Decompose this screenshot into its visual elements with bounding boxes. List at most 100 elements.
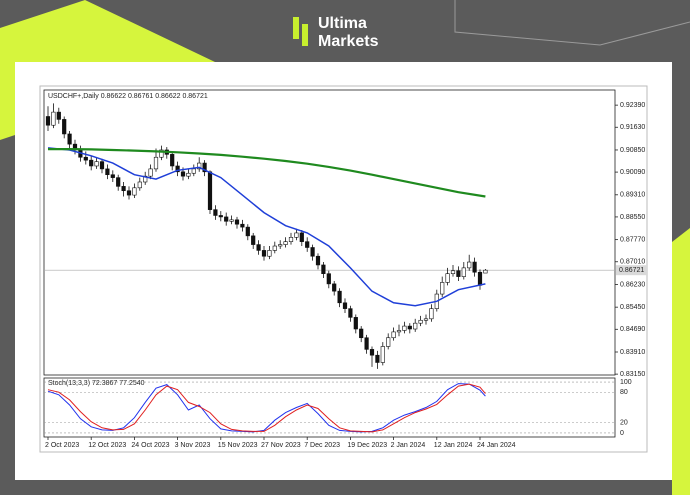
candle-body (229, 219, 234, 222)
candle-body (251, 235, 256, 245)
candle-body (202, 162, 207, 173)
candle-body (99, 161, 105, 170)
candle-body (213, 209, 218, 216)
x-tick-label: 12 Jan 2024 (434, 442, 473, 449)
candle-body (126, 190, 132, 196)
candle-body (364, 337, 369, 350)
candle-body (45, 116, 51, 126)
candle-body (110, 174, 115, 178)
candle-body (359, 328, 364, 339)
candle-body (342, 302, 348, 309)
candle-body (375, 354, 380, 363)
candle-body (175, 165, 180, 173)
price-plot (43, 89, 616, 376)
y-tick-label: 0.85450 (620, 304, 645, 311)
candle-body (402, 325, 407, 331)
candle-body (267, 250, 272, 257)
accent-shape (672, 228, 690, 495)
candle-body (380, 346, 385, 363)
y-tick-label: 0.83910 (620, 349, 645, 356)
candle-body (348, 308, 353, 318)
candle-body (440, 282, 445, 295)
candle-body (197, 162, 202, 170)
candle-body (148, 168, 153, 177)
candle-body (353, 317, 358, 330)
candle-body (423, 318, 429, 321)
y-tick-label: 0.83150 (620, 371, 645, 378)
candle-body (407, 325, 412, 330)
candle-body (299, 232, 304, 242)
candle-body (326, 273, 331, 285)
x-tick-label: 24 Jan 2024 (477, 442, 516, 449)
x-tick-label: 3 Nov 2023 (175, 442, 211, 449)
candle-body (321, 264, 326, 274)
y-tick-label: 0.88550 (620, 214, 645, 221)
x-tick-label: 2 Oct 2023 (45, 442, 79, 449)
y-tick-label: 0.87010 (620, 259, 645, 266)
candle-body (224, 216, 229, 222)
y-tick-label: 0 (620, 430, 624, 437)
stochastic-line (47, 383, 486, 433)
candle-body (305, 241, 310, 248)
candle-body (191, 168, 196, 174)
candle-body (62, 119, 67, 135)
y-tick-label: 0.92390 (620, 102, 645, 109)
last-price-box (616, 265, 647, 276)
y-tick-label: 100 (620, 379, 632, 386)
last-price-label: 0.86721 (619, 267, 644, 274)
indicator-header: Stoch(13,3,3) 72.3867 77.2540 (48, 380, 145, 387)
moving-average (48, 148, 486, 198)
candle-body (261, 250, 267, 257)
candle-body (116, 177, 121, 187)
candle-body (159, 149, 164, 158)
candle-body (391, 331, 396, 339)
candle-body (132, 187, 137, 196)
marks: 0.92390 0.91630 0.90850 0.90090 0.89310 0.885… (44, 102, 647, 449)
candle-body (294, 232, 299, 238)
logo-mark (302, 24, 308, 46)
candle-body (186, 172, 191, 177)
candle-body (310, 247, 315, 257)
y-tick-label: 0.84690 (620, 326, 645, 333)
candle-body (207, 171, 213, 210)
candle-body (94, 161, 99, 167)
candle-body (429, 308, 434, 320)
candle-body (315, 255, 321, 266)
candle-body (450, 270, 456, 274)
candle-body (83, 156, 88, 161)
candle-body (218, 215, 223, 218)
candle-body (461, 267, 466, 277)
candle-body (445, 273, 450, 283)
logo: Ultima Markets (293, 15, 379, 50)
candle-body (240, 223, 245, 228)
candle-body (483, 269, 488, 274)
moving-average (47, 147, 486, 307)
candle-body (89, 159, 94, 167)
candle-body (278, 244, 283, 247)
candle-body (456, 270, 461, 277)
candle-body (337, 290, 342, 304)
x-tick-label: 12 Oct 2023 (88, 442, 126, 449)
candle-body (413, 322, 418, 330)
candle-body (332, 283, 337, 292)
x-tick-label: 7 Dec 2023 (304, 442, 340, 449)
candle-body (256, 244, 261, 251)
candle-body (272, 245, 277, 251)
y-tick-label: 20 (620, 420, 628, 427)
candle-body (288, 237, 294, 242)
stochastic-plot (43, 377, 616, 438)
candle-body (472, 261, 477, 273)
candle-body (51, 111, 56, 126)
accent-shape (0, 0, 215, 140)
candle-body (180, 171, 186, 177)
candle-body (418, 319, 423, 324)
candle-body (386, 337, 391, 347)
candle-body (121, 186, 126, 192)
stochastic-line (47, 383, 486, 433)
brand-name: Markets (318, 33, 379, 50)
candle-body (283, 241, 288, 245)
candle-body (467, 261, 472, 269)
brand-name: Ultima (318, 15, 367, 32)
candle-body (56, 111, 61, 120)
